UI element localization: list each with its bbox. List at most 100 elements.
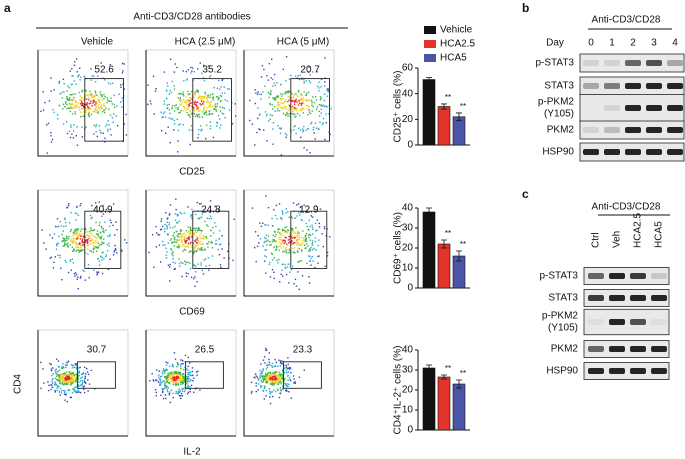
event-dot (65, 364, 66, 365)
event-dot (308, 229, 309, 230)
event-dot (262, 65, 263, 66)
event-dot (183, 388, 184, 389)
event-dot (195, 228, 196, 229)
event-dot (312, 242, 313, 243)
event-dot (217, 249, 218, 250)
event-dot (205, 112, 206, 113)
event-dot (302, 99, 303, 100)
event-dot (80, 392, 81, 393)
event-dot (190, 67, 191, 68)
event-dot (190, 380, 191, 381)
event-dot (220, 264, 221, 265)
event-dot (122, 70, 123, 71)
event-dot (266, 75, 267, 76)
event-dot (309, 109, 310, 110)
event-dot (216, 96, 217, 97)
event-dot (206, 237, 207, 238)
event-dot (167, 227, 168, 228)
event-dot (183, 244, 184, 245)
event-dot (272, 144, 273, 145)
event-dot (53, 89, 54, 90)
event-dot (66, 238, 67, 239)
event-dot (265, 273, 266, 274)
event-dot (308, 276, 309, 277)
event-dot (63, 240, 64, 241)
y-axis-label: CD4 (13, 374, 24, 394)
event-dot (87, 249, 88, 250)
event-dot (191, 385, 192, 386)
event-dot (270, 383, 271, 384)
event-dot (259, 94, 260, 95)
event-dot (287, 91, 288, 92)
event-dot (205, 266, 206, 267)
event-dot (186, 109, 187, 110)
event-dot (191, 218, 192, 219)
event-dot (187, 380, 188, 381)
event-dot (62, 366, 63, 367)
significance: ** (445, 364, 451, 373)
event-dot (122, 63, 123, 64)
event-dot (232, 260, 233, 261)
event-dot (181, 393, 182, 394)
event-dot (63, 238, 64, 239)
event-dot (303, 126, 304, 127)
event-dot (56, 373, 57, 374)
band (630, 368, 646, 374)
event-dot (109, 259, 110, 260)
event-dot (201, 250, 202, 251)
event-dot (51, 369, 52, 370)
event-dot (292, 111, 293, 112)
event-dot (220, 110, 221, 111)
event-dot (270, 276, 271, 277)
event-dot (258, 379, 259, 380)
event-dot (126, 114, 127, 115)
event-dot (297, 244, 298, 245)
event-dot (252, 207, 253, 208)
event-dot (69, 87, 70, 88)
event-dot (120, 102, 121, 103)
event-dot (183, 99, 184, 100)
event-dot (195, 104, 196, 105)
event-dot (204, 96, 205, 97)
bar (453, 384, 465, 430)
band (609, 368, 625, 374)
significance: ** (460, 369, 466, 378)
event-dot (111, 101, 112, 102)
event-dot (45, 248, 46, 249)
event-dot (199, 98, 200, 99)
event-dot (188, 378, 189, 379)
event-dot (116, 105, 117, 106)
event-dot (277, 229, 278, 230)
event-dot (72, 379, 73, 380)
row-label: HSP90 (546, 366, 578, 377)
event-dot (256, 385, 257, 386)
event-dot (282, 107, 283, 108)
event-dot (271, 376, 272, 377)
event-dot (300, 93, 301, 94)
event-dot (159, 382, 160, 383)
event-dot (197, 68, 198, 69)
event-dot (270, 393, 271, 394)
event-dot (295, 116, 296, 117)
event-dot (190, 372, 191, 373)
event-dot (93, 99, 94, 100)
event-dot (48, 390, 49, 391)
event-dot (82, 377, 83, 378)
panel-label: c (522, 187, 529, 201)
event-dot (201, 233, 202, 234)
event-dot (194, 103, 195, 104)
event-dot (63, 226, 64, 227)
event-dot (274, 236, 275, 237)
event-dot (263, 69, 264, 70)
event-dot (180, 366, 181, 367)
event-dot (180, 375, 181, 376)
event-dot (175, 393, 176, 394)
event-dot (167, 104, 168, 105)
event-dot (289, 377, 290, 378)
event-dot (210, 200, 211, 201)
event-dot (311, 105, 312, 106)
event-dot (176, 104, 177, 105)
event-dot (61, 234, 62, 235)
event-dot (206, 102, 207, 103)
event-dot (69, 373, 70, 374)
